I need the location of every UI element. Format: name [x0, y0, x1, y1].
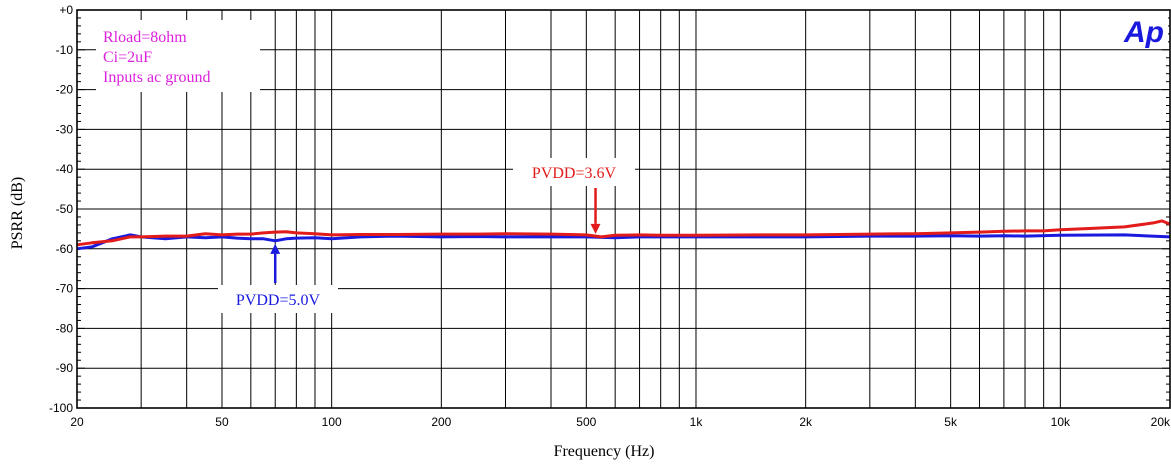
y-tick-label: -60	[56, 242, 74, 256]
series-line	[76, 233, 1171, 251]
annotation-arrowhead	[590, 223, 601, 234]
ap-logo: Ap	[1120, 14, 1168, 49]
annotation-pvdd-5-0v: PVDD=5.0V	[218, 243, 338, 313]
condition-note-line: Inputs ac ground	[103, 69, 211, 86]
x-tick-label: 5k	[944, 415, 958, 429]
y-tick-labels: +0 -10 -20 -30 -40 -50 -60 -70 -80 -90 -100	[49, 3, 73, 415]
condition-note-background	[96, 20, 260, 92]
condition-note-line: Rload=8ohm	[103, 29, 187, 46]
plot-frame	[76, 9, 1171, 409]
y-tick-label: -70	[56, 282, 74, 296]
annotation-label: PVDD=3.6V	[532, 165, 617, 182]
series-layer	[76, 219, 1171, 251]
y-tick-label: -80	[56, 321, 74, 335]
x-tick-label: 100	[322, 415, 342, 429]
x-axis-label: Frequency (Hz)	[554, 443, 655, 460]
y-tick-label: -10	[56, 43, 74, 57]
x-tick-label: 10k	[1051, 415, 1071, 429]
x-tick-label: 1k	[690, 415, 704, 429]
ap-logo-text: Ap	[1123, 16, 1164, 49]
x-tick-label: 50	[215, 415, 229, 429]
series-line	[76, 219, 1171, 247]
y-tick-label: -50	[56, 202, 74, 216]
y-tick-label: +0	[59, 3, 73, 17]
annotation-arrowhead	[270, 243, 281, 254]
y-tick-label: -20	[56, 83, 74, 97]
annotation-background	[218, 285, 338, 313]
x-tick-label: 200	[431, 415, 451, 429]
condition-note: Rload=8ohm Ci=2uF Inputs ac ground	[96, 20, 260, 92]
ap-logo-background	[1120, 14, 1168, 46]
annotation-background	[513, 158, 635, 186]
y-axis-label: PSRR (dB)	[9, 177, 26, 249]
y-tick-label: -40	[56, 162, 74, 176]
condition-note-line: Ci=2uF	[103, 49, 152, 66]
y-tick-label: -30	[56, 122, 74, 136]
x-tick-label: 500	[576, 415, 596, 429]
x-tick-label: 20	[70, 415, 84, 429]
x-tick-label: 20k	[1151, 415, 1171, 429]
x-tick-labels: 20 50 100 200 500 1k 2k 5k 10k 20k	[70, 415, 1171, 429]
y-tick-label: -90	[56, 361, 74, 375]
annotation-label: PVDD=5.0V	[236, 292, 321, 309]
annotation-pvdd-3-6v: PVDD=3.6V	[513, 158, 635, 234]
x-tick-label: 2k	[799, 415, 813, 429]
y-tick-label: -100	[49, 401, 73, 415]
